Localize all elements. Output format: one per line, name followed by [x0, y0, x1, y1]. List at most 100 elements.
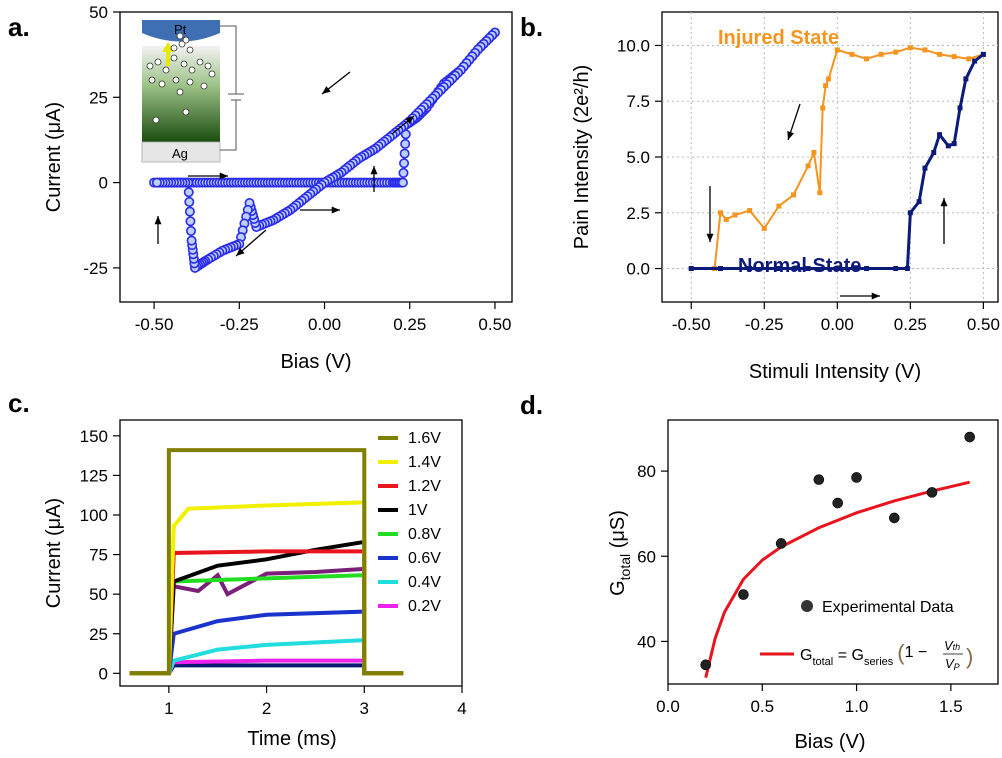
data-point	[805, 266, 811, 272]
inset-particle	[176, 88, 184, 96]
data-point	[907, 45, 913, 51]
data-point	[878, 51, 884, 57]
legend-fit-equation: Gtotal = Gseries (1 −	[800, 640, 927, 668]
data-point	[931, 150, 937, 156]
injured-state-label: Injured State	[718, 27, 839, 49]
ylabel-g-sub: total	[617, 554, 633, 580]
data-point	[980, 51, 986, 57]
panel-a-ylabel: Current (μA)	[43, 102, 65, 212]
y-tick-label: 50	[89, 3, 108, 22]
legend-label: 0.2V	[408, 598, 441, 615]
y-tick-label: 80	[637, 462, 656, 481]
y-tick-label: 60	[637, 547, 656, 566]
panel-label-c: c.	[8, 388, 30, 418]
inset-particle	[148, 76, 156, 84]
panel-label-a: a.	[8, 12, 30, 42]
x-tick-label: 0.50	[478, 315, 511, 334]
y-tick-label: 25	[89, 625, 108, 644]
data-point	[893, 49, 899, 55]
legend-label: 1V	[408, 502, 428, 519]
inset-particle	[186, 78, 194, 86]
data-point	[775, 538, 787, 549]
inset-pt-label: Pt	[174, 22, 187, 37]
direction-arrowhead	[871, 292, 880, 300]
data-point	[738, 589, 749, 600]
x-tick-label: -0.50	[672, 315, 711, 334]
data-point	[834, 47, 840, 53]
data-point	[776, 203, 782, 209]
inset-circuit	[220, 25, 244, 151]
x-tick-label: 1.0	[845, 697, 869, 716]
data-point	[805, 163, 811, 169]
x-tick-label: 1	[164, 699, 173, 718]
y-tick-label: 10.0	[617, 36, 650, 55]
inset-pt-electrode	[142, 20, 220, 42]
y-tick-label: 5.0	[626, 148, 650, 167]
legend-label: 0.6V	[408, 550, 441, 567]
inset-particle	[208, 70, 216, 78]
y-tick-label: 7.5	[626, 92, 650, 111]
inset-particle	[146, 62, 154, 70]
panel-a-xlabel: Bias (V)	[280, 351, 351, 373]
data-point	[747, 208, 753, 214]
inset-particle	[176, 32, 184, 40]
panel-c-frame	[119, 419, 463, 687]
data-point	[398, 167, 409, 178]
legend-label: 0.4V	[408, 574, 441, 591]
legend-label: 1.2V	[408, 478, 441, 495]
series-line-normal-state	[691, 53, 985, 271]
inset-particle	[162, 66, 170, 74]
y-tick-label: 100	[80, 506, 108, 525]
data-point	[183, 187, 194, 198]
panel-a-frame	[119, 11, 513, 303]
data-point	[964, 431, 976, 443]
x-tick-label: 0.0	[656, 697, 680, 716]
y-tick-label: 0	[99, 664, 108, 683]
inset-particle	[200, 82, 208, 90]
y-tick-label: 125	[80, 466, 108, 485]
y-tick-label: 2.5	[626, 204, 650, 223]
inset-particle	[204, 62, 212, 70]
legend-experimental-marker	[801, 600, 813, 612]
inset-particle	[178, 40, 186, 48]
data-point	[849, 51, 855, 57]
data-point	[832, 497, 844, 509]
x-tick-label: 0.25	[894, 315, 927, 334]
panel-b-xlabel: Stimuli Intensity (V)	[749, 361, 921, 383]
direction-arrowhead	[322, 86, 331, 94]
data-point	[937, 51, 943, 57]
legend-fit-vp: VP	[945, 656, 960, 672]
data-point	[717, 266, 723, 272]
inset-particle	[188, 66, 196, 74]
data-point	[747, 266, 753, 272]
data-point	[399, 158, 410, 169]
inset-particle	[186, 46, 194, 54]
data-point	[951, 54, 957, 60]
x-tick-label: 3	[360, 699, 369, 718]
direction-arrowhead	[154, 216, 162, 225]
y-tick-label: 0	[99, 174, 108, 193]
panel-b-ylabel: Pain Intensity (2e²/h)	[571, 65, 593, 250]
inset-particle	[172, 76, 180, 84]
y-tick-label: -25	[83, 259, 108, 278]
panel-c-ylabel: Current (μA)	[43, 498, 65, 608]
direction-arrowhead	[405, 116, 414, 124]
x-tick-label: 0.00	[308, 315, 341, 334]
y-tick-label: 75	[89, 546, 108, 565]
panel-label-b: b.	[520, 12, 543, 42]
panel-d-frame	[667, 419, 999, 685]
data-point	[820, 105, 826, 111]
panel-label-d: d.	[520, 390, 543, 420]
panel-d-xlabel: Bias (V)	[794, 731, 865, 753]
legend-experimental-text: Experimental Data	[822, 599, 954, 616]
data-point	[945, 143, 951, 149]
x-tick-label: -0.25	[220, 315, 259, 334]
direction-arrowhead	[236, 247, 245, 256]
data-point	[864, 266, 870, 272]
inset-particle	[158, 80, 166, 88]
data-point	[834, 266, 840, 272]
data-point	[926, 487, 938, 498]
inset-particle	[196, 58, 204, 66]
data-point	[186, 235, 197, 246]
